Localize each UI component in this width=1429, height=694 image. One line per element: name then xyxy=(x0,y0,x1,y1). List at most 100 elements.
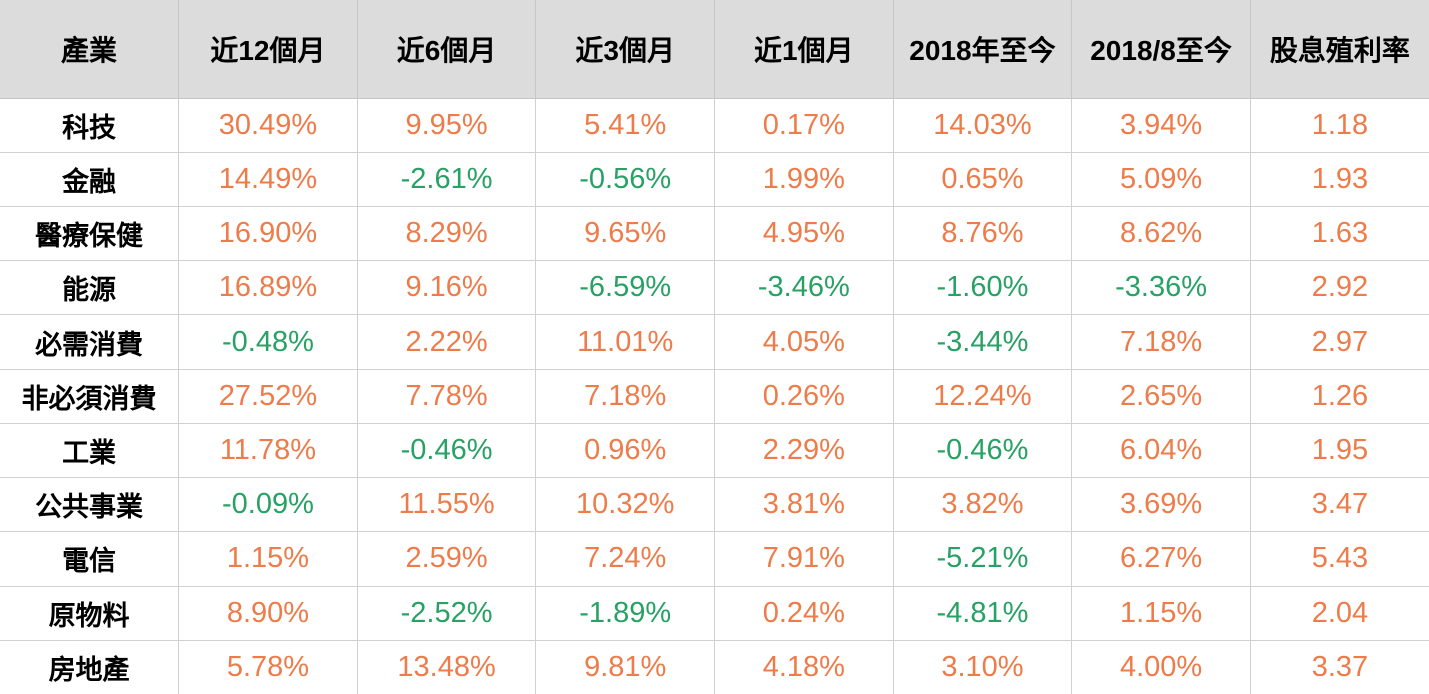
table-row: 能源 16.89% 9.16% -6.59% -3.46% -1.60% -3.36% 2.9… xyxy=(0,260,1429,316)
value-cell: 2.65% xyxy=(1071,368,1251,424)
header-row: 產業 近12個月 近6個月 近3個月 近1個月 2018年至今 2018/8至今 股息殖利率 xyxy=(0,0,1429,99)
value-cell: 8.90% xyxy=(178,585,358,641)
value-cell: 11.78% xyxy=(178,422,358,479)
value-cell: 13.48% xyxy=(356,639,537,694)
value-cell: -3.36% xyxy=(1071,260,1251,316)
value-cell: 1.15% xyxy=(178,531,358,587)
value-cell: -3.46% xyxy=(714,260,894,316)
value-cell: 4.00% xyxy=(1071,639,1251,694)
value-cell: 4.95% xyxy=(714,205,894,262)
row-label: 能源 xyxy=(0,260,180,316)
table-header: 產業 近12個月 近6個月 近3個月 近1個月 2018年至今 2018/8至今 股息殖利率 xyxy=(0,0,1429,99)
value-cell: -0.56% xyxy=(535,151,715,207)
value-cell: 4.18% xyxy=(714,639,894,694)
table-row: 必需消費 -0.48% 2.22% 11.01% 4.05% -3.44% 7.18% 2.9… xyxy=(0,314,1429,370)
table-row: 電信 1.15% 2.59% 7.24% 7.91% -5.21% 6.27% 5.43 xyxy=(0,531,1429,587)
value-cell: 16.90% xyxy=(178,205,358,262)
value-cell: 8.29% xyxy=(356,205,537,262)
value-cell: 2.04 xyxy=(1249,585,1429,641)
value-cell: 5.09% xyxy=(1071,151,1251,207)
value-cell: -3.44% xyxy=(892,314,1073,370)
row-label: 電信 xyxy=(0,531,180,587)
value-cell: -2.61% xyxy=(356,151,537,207)
value-cell: 30.49% xyxy=(178,97,358,153)
value-cell: 0.26% xyxy=(714,368,894,424)
value-cell: 3.37 xyxy=(1249,639,1429,694)
value-cell: 14.49% xyxy=(178,151,358,207)
row-label: 原物料 xyxy=(0,585,180,641)
value-cell: 7.18% xyxy=(1071,314,1251,370)
table-row: 醫療保健 16.90% 8.29% 9.65% 4.95% 8.76% 8.62% 1.63 xyxy=(0,205,1429,262)
value-cell: -0.09% xyxy=(178,477,358,533)
value-cell: 9.16% xyxy=(356,260,537,316)
column-header-7: 股息殖利率 xyxy=(1249,0,1429,99)
value-cell: 0.65% xyxy=(892,151,1073,207)
value-cell: 5.78% xyxy=(178,639,358,694)
value-cell: 3.82% xyxy=(892,477,1073,533)
value-cell: 7.18% xyxy=(535,368,715,424)
column-header-2: 近6個月 xyxy=(356,0,537,99)
table-row: 非必須消費 27.52% 7.78% 7.18% 0.26% 12.24% 2.65% 1.2… xyxy=(0,368,1429,424)
table-row: 原物料 8.90% -2.52% -1.89% 0.24% -4.81% 1.15% 2.04 xyxy=(0,585,1429,641)
value-cell: 6.27% xyxy=(1071,531,1251,587)
value-cell: 11.01% xyxy=(535,314,715,370)
value-cell: 1.26 xyxy=(1249,368,1429,424)
value-cell: 6.04% xyxy=(1071,422,1251,479)
row-label: 非必須消費 xyxy=(0,368,180,424)
row-label: 科技 xyxy=(0,97,180,153)
value-cell: 8.62% xyxy=(1071,205,1251,262)
value-cell: 5.41% xyxy=(535,97,715,153)
column-header-3: 近3個月 xyxy=(535,0,715,99)
value-cell: 27.52% xyxy=(178,368,358,424)
value-cell: -0.46% xyxy=(892,422,1073,479)
row-label: 必需消費 xyxy=(0,314,180,370)
value-cell: 3.81% xyxy=(714,477,894,533)
value-cell: 9.65% xyxy=(535,205,715,262)
table-row: 工業 11.78% -0.46% 0.96% 2.29% -0.46% 6.04% 1.95 xyxy=(0,422,1429,479)
table-row: 金融 14.49% -2.61% -0.56% 1.99% 0.65% 5.09% 1.93 xyxy=(0,151,1429,207)
column-header-1: 近12個月 xyxy=(178,0,358,99)
table-row: 公共事業 -0.09% 11.55% 10.32% 3.81% 3.82% 3.69% 3.4… xyxy=(0,477,1429,533)
value-cell: -2.52% xyxy=(356,585,537,641)
value-cell: 11.55% xyxy=(356,477,537,533)
table-row: 科技 30.49% 9.95% 5.41% 0.17% 14.03% 3.94% 1.18 xyxy=(0,97,1429,153)
value-cell: 9.81% xyxy=(535,639,715,694)
column-header-5: 2018年至今 xyxy=(892,0,1073,99)
row-label: 房地產 xyxy=(0,639,180,694)
column-header-0: 產業 xyxy=(0,0,180,99)
value-cell: -4.81% xyxy=(892,585,1073,641)
column-header-6: 2018/8至今 xyxy=(1071,0,1251,99)
value-cell: -1.89% xyxy=(535,585,715,641)
value-cell: 7.78% xyxy=(356,368,537,424)
value-cell: 3.10% xyxy=(892,639,1073,694)
value-cell: 12.24% xyxy=(892,368,1073,424)
column-header-4: 近1個月 xyxy=(714,0,894,99)
row-label: 工業 xyxy=(0,422,180,479)
value-cell: 1.15% xyxy=(1071,585,1251,641)
row-label: 公共事業 xyxy=(0,477,180,533)
value-cell: 2.22% xyxy=(356,314,537,370)
table-row: 房地產 5.78% 13.48% 9.81% 4.18% 3.10% 4.00% 3.37 xyxy=(0,639,1429,694)
value-cell: 1.93 xyxy=(1249,151,1429,207)
value-cell: 2.59% xyxy=(356,531,537,587)
value-cell: 1.63 xyxy=(1249,205,1429,262)
value-cell: 0.17% xyxy=(714,97,894,153)
value-cell: 3.94% xyxy=(1071,97,1251,153)
row-label: 金融 xyxy=(0,151,180,207)
value-cell: 9.95% xyxy=(356,97,537,153)
value-cell: -5.21% xyxy=(892,531,1073,587)
table-body: 科技 30.49% 9.95% 5.41% 0.17% 14.03% 3.94% 1.18 金融… xyxy=(0,97,1429,694)
value-cell: -0.46% xyxy=(356,422,537,479)
value-cell: 3.69% xyxy=(1071,477,1251,533)
value-cell: -0.48% xyxy=(178,314,358,370)
value-cell: -6.59% xyxy=(535,260,715,316)
value-cell: 1.99% xyxy=(714,151,894,207)
value-cell: 0.96% xyxy=(535,422,715,479)
value-cell: 2.29% xyxy=(714,422,894,479)
value-cell: 2.97 xyxy=(1249,314,1429,370)
value-cell: -1.60% xyxy=(892,260,1073,316)
value-cell: 4.05% xyxy=(714,314,894,370)
value-cell: 7.91% xyxy=(714,531,894,587)
value-cell: 5.43 xyxy=(1249,531,1429,587)
